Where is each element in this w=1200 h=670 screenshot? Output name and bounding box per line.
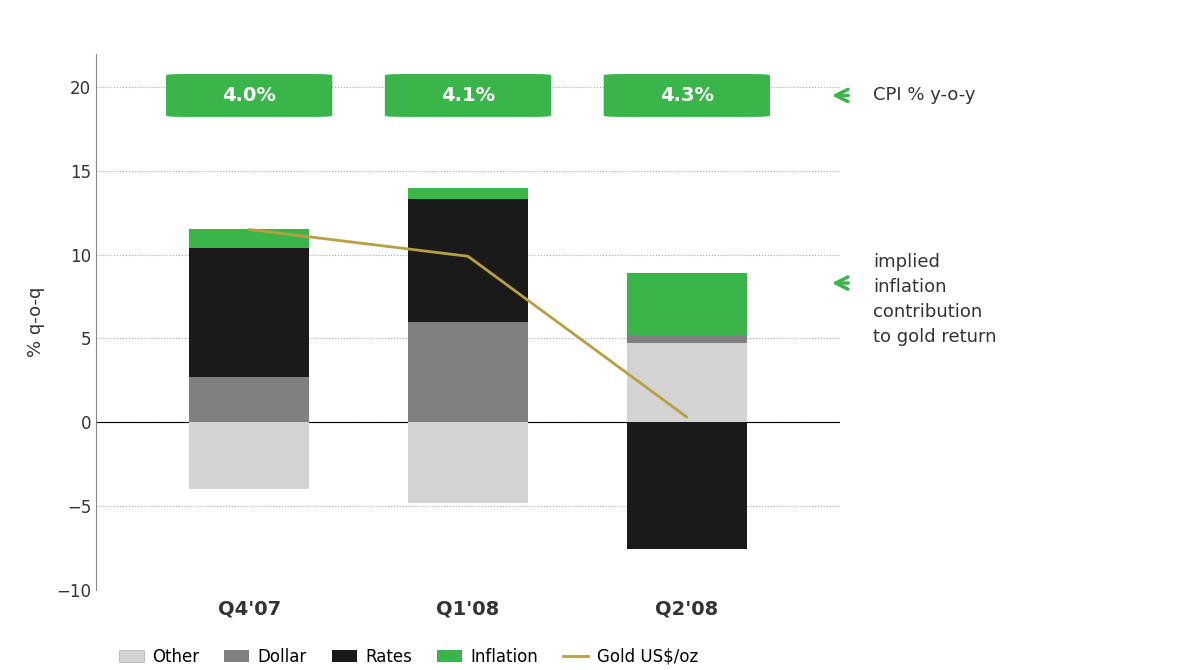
FancyBboxPatch shape — [604, 74, 770, 117]
Legend: Other, Dollar, Rates, Inflation, Gold US$/oz: Other, Dollar, Rates, Inflation, Gold US… — [113, 641, 704, 670]
FancyBboxPatch shape — [166, 74, 332, 117]
Bar — [190, 377, 310, 422]
Bar — [190, 248, 310, 377]
Bar — [190, 229, 310, 248]
Text: 4.1%: 4.1% — [440, 86, 496, 105]
Text: CPI % y-o-y: CPI % y-o-y — [872, 86, 976, 105]
Bar — [626, 335, 746, 343]
Bar — [408, 422, 528, 502]
Text: 4.0%: 4.0% — [222, 86, 276, 105]
Bar — [626, 422, 746, 549]
Text: implied
inflation
contribution
to gold return: implied inflation contribution to gold r… — [872, 253, 996, 346]
Bar — [190, 422, 310, 489]
Bar — [408, 322, 528, 422]
Bar — [408, 200, 528, 322]
FancyBboxPatch shape — [385, 74, 551, 117]
Bar — [626, 273, 746, 335]
Bar — [626, 343, 746, 422]
Bar — [408, 188, 528, 200]
Y-axis label: % q-o-q: % q-o-q — [28, 286, 46, 357]
Text: 4.3%: 4.3% — [660, 86, 714, 105]
